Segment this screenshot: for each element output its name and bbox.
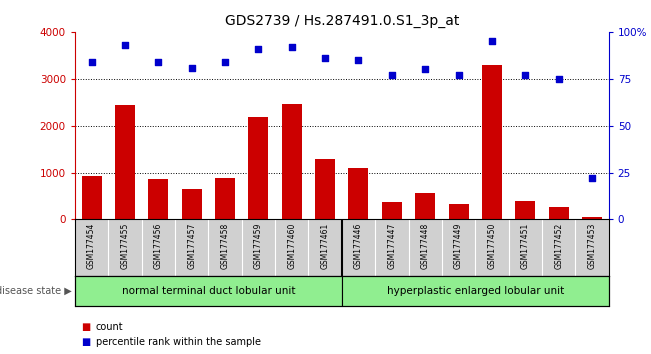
- Point: [420, 67, 430, 72]
- Bar: [482, 65, 502, 219]
- Text: GSM177447: GSM177447: [387, 222, 396, 269]
- Bar: [148, 179, 168, 219]
- Point: [453, 72, 464, 78]
- Point: [553, 76, 564, 81]
- Bar: [282, 104, 301, 219]
- Text: GSM177450: GSM177450: [488, 222, 497, 269]
- Bar: [342, 276, 609, 306]
- Text: GSM177449: GSM177449: [454, 222, 463, 269]
- Bar: [549, 207, 569, 219]
- Point: [186, 65, 197, 70]
- Text: GSM177446: GSM177446: [354, 222, 363, 269]
- Title: GDS2739 / Hs.287491.0.S1_3p_at: GDS2739 / Hs.287491.0.S1_3p_at: [225, 14, 459, 28]
- Bar: [215, 178, 235, 219]
- Point: [87, 59, 97, 65]
- Point: [520, 72, 531, 78]
- Text: GSM177448: GSM177448: [421, 222, 430, 269]
- Bar: [415, 193, 435, 219]
- Point: [253, 46, 264, 52]
- Text: GSM177455: GSM177455: [120, 222, 130, 269]
- Point: [487, 38, 497, 44]
- Bar: [81, 176, 102, 219]
- Text: GSM177459: GSM177459: [254, 222, 263, 269]
- Bar: [516, 201, 535, 219]
- Point: [387, 72, 397, 78]
- Text: percentile rank within the sample: percentile rank within the sample: [96, 337, 260, 347]
- Text: GSM177461: GSM177461: [320, 222, 329, 269]
- Text: ■: ■: [81, 322, 90, 332]
- Text: ■: ■: [81, 337, 90, 347]
- Text: GSM177456: GSM177456: [154, 222, 163, 269]
- Point: [320, 55, 330, 61]
- Bar: [249, 117, 268, 219]
- Bar: [381, 202, 402, 219]
- Point: [120, 42, 130, 48]
- Bar: [449, 204, 469, 219]
- Text: GSM177454: GSM177454: [87, 222, 96, 269]
- Bar: [75, 276, 342, 306]
- Text: GSM177453: GSM177453: [587, 222, 596, 269]
- Text: count: count: [96, 322, 123, 332]
- Text: disease state ▶: disease state ▶: [0, 286, 72, 296]
- Point: [153, 59, 163, 65]
- Point: [587, 175, 597, 181]
- Point: [220, 59, 230, 65]
- Bar: [115, 104, 135, 219]
- Text: GSM177452: GSM177452: [554, 222, 563, 269]
- Text: GSM177460: GSM177460: [287, 222, 296, 269]
- Point: [286, 44, 297, 50]
- Bar: [315, 159, 335, 219]
- Text: GSM177451: GSM177451: [521, 222, 530, 269]
- Bar: [582, 217, 602, 219]
- Text: normal terminal duct lobular unit: normal terminal duct lobular unit: [122, 286, 295, 296]
- Point: [353, 57, 364, 63]
- Text: GSM177458: GSM177458: [221, 222, 230, 269]
- Bar: [182, 189, 202, 219]
- Bar: [348, 169, 368, 219]
- Text: GSM177457: GSM177457: [187, 222, 196, 269]
- Text: hyperplastic enlarged lobular unit: hyperplastic enlarged lobular unit: [387, 286, 564, 296]
